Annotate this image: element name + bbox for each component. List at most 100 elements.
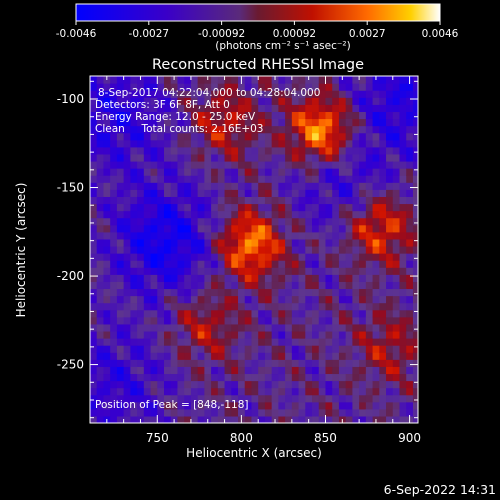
heatmap-cell [211,189,219,197]
heatmap-cell [298,373,306,382]
heatmap-cell [103,295,111,304]
heatmap-cell [164,203,172,212]
heatmap-cell [164,182,172,190]
heatmap-cell [170,359,179,367]
heatmap-cell [231,309,239,318]
heatmap-cell [264,288,273,297]
heatmap-cell [386,295,394,304]
heatmap-cell [372,238,380,247]
heatmap-cell [177,295,185,304]
heatmap-cell [217,160,226,169]
heatmap-cell [211,415,219,423]
heatmap-cell [123,253,131,261]
heatmap-cell [365,316,374,325]
heatmap-cell [137,387,145,396]
heatmap-cell [392,175,401,183]
heatmap-cell [217,359,226,367]
heatmap-cell [164,175,172,183]
heatmap-cell [103,387,111,396]
heatmap-cell [231,203,239,212]
heatmap-cell [392,316,401,325]
heatmap-cell [238,196,246,205]
heatmap-cell [392,146,401,155]
heatmap-cell [238,90,246,98]
heatmap-cell [190,267,199,275]
heatmap-cell [359,345,367,353]
heatmap-cell [197,316,205,325]
heatmap-cell [285,132,293,141]
heatmap-cell [143,231,152,240]
heatmap-cell [137,302,145,311]
heatmap-cell [224,316,232,325]
heatmap-cell [412,231,418,240]
heatmap-cell [197,203,205,212]
heatmap-cell [372,104,380,113]
heatmap-cell [399,118,407,127]
heatmap-cell [231,83,239,91]
heatmap-cell [345,139,353,148]
heatmap-cell [150,245,158,254]
heatmap-cell [137,316,145,325]
heatmap-cell [352,175,360,183]
heatmap-cell [150,175,158,183]
heatmap-cell [150,224,158,233]
heatmap-cell [285,245,293,254]
heatmap-cell [291,302,300,311]
heatmap-cell [238,387,246,396]
heatmap-cell [345,118,353,127]
heatmap-cell [332,253,340,261]
heatmap-cell [291,182,300,190]
heatmap-cell [285,401,293,410]
heatmap-cell [412,97,418,105]
heatmap-cell [184,281,192,290]
heatmap-cell [338,352,347,360]
colorbar-tick-label: 0.0027 [349,28,386,40]
heatmap-cell [116,76,125,84]
heatmap-cell [278,146,286,155]
heatmap-cell [338,366,347,375]
heatmap-cell [372,274,380,282]
heatmap-cell [298,224,306,233]
heatmap-cell [406,132,414,141]
heatmap-cell [143,302,152,311]
heatmap-cell [164,316,172,325]
heatmap-cell [244,238,253,247]
heatmap-cell [123,267,131,275]
heatmap-cell [96,224,105,233]
heatmap-cell [130,104,138,113]
heatmap-cell [224,401,232,410]
heatmap-cell [278,196,286,205]
heatmap-cell [325,245,333,254]
heatmap-cell [359,274,367,282]
heatmap-cell [96,338,105,346]
heatmap-cell [177,373,185,382]
heatmap-cell [359,238,367,247]
heatmap-cell [103,245,111,254]
heatmap-cell [325,168,333,176]
heatmap-cell [143,359,152,367]
heatmap-cell [386,373,394,382]
heatmap-cell [170,338,179,346]
heatmap-cell [103,309,111,318]
heatmap-cell [372,125,380,134]
heatmap-cell [359,111,367,120]
heatmap-cell [90,210,98,219]
heatmap-cell [379,288,387,297]
heatmap-cell [258,394,266,403]
heatmap-cell [116,338,125,346]
heatmap-cell [264,408,273,417]
heatmap-cell [352,309,360,318]
heatmap-cell [271,118,279,127]
heatmap-cell [312,323,320,332]
heatmap-cell [278,373,286,382]
heatmap-cell [197,160,205,169]
heatmap-cell [345,295,353,304]
heatmap-cell [197,415,205,423]
heatmap-cell [157,401,165,410]
heatmap-cell [386,231,394,240]
heatmap-cell [251,146,259,155]
heatmap-cell [164,408,172,417]
heatmap-cell [110,139,118,148]
heatmap-cell [392,104,401,113]
heatmap-cell [264,217,273,226]
